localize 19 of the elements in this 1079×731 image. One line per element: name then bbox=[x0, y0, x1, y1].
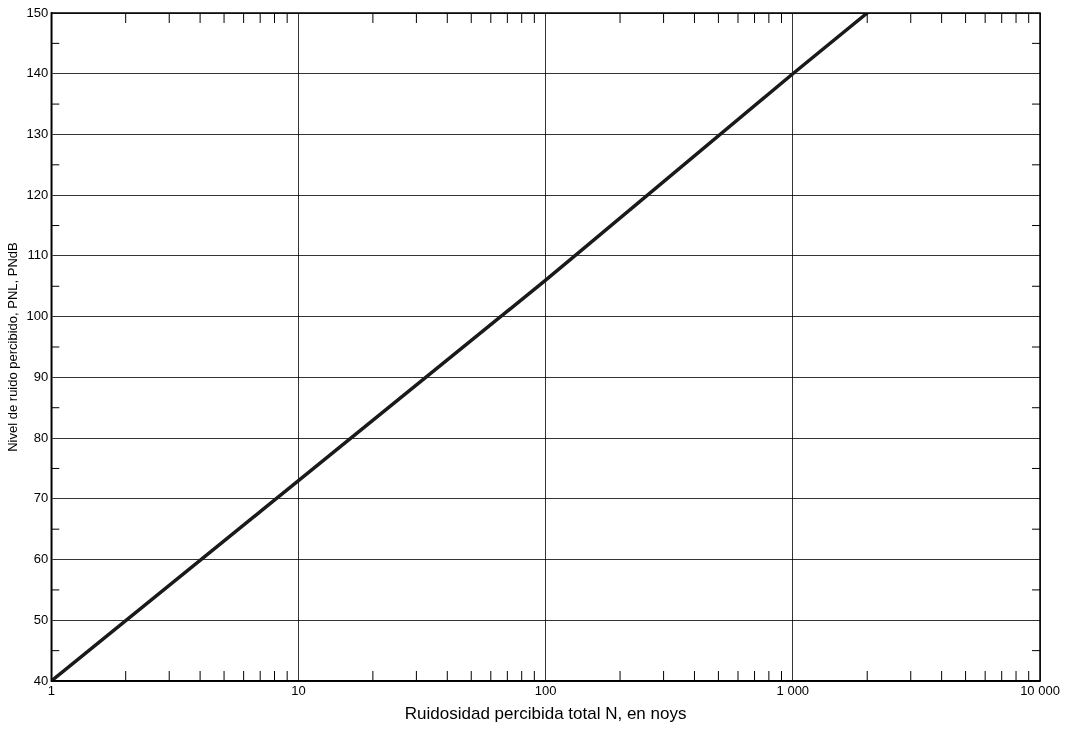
y-axis-title: Nivel de ruido percibido, PNL, PNdB bbox=[5, 242, 21, 452]
y-tick-label: 70 bbox=[33, 490, 49, 506]
y-tick-label: 130 bbox=[26, 126, 49, 142]
y-tick-label: 110 bbox=[27, 247, 49, 263]
y-tick-label: 40 bbox=[33, 672, 49, 688]
y-tick-label: 150 bbox=[26, 4, 49, 20]
y-tick-label: 140 bbox=[26, 65, 49, 81]
y-tick-label: 90 bbox=[33, 368, 49, 384]
y-tick-label: 50 bbox=[33, 611, 49, 627]
x-tick-label: 10 bbox=[291, 683, 306, 699]
y-tick-label: 120 bbox=[26, 186, 49, 202]
y-tick-label: 80 bbox=[33, 429, 49, 445]
x-tick-label: 1 000 bbox=[776, 683, 810, 699]
x-tick-label: 10 000 bbox=[1020, 683, 1060, 699]
y-tick-label: 100 bbox=[26, 308, 49, 324]
x-axis-title: Ruidosidad percibida total N, en noys bbox=[404, 704, 687, 724]
y-tick-label: 60 bbox=[33, 551, 49, 567]
x-tick-label: 100 bbox=[534, 683, 557, 699]
x-tick-label: 1 bbox=[47, 683, 55, 699]
